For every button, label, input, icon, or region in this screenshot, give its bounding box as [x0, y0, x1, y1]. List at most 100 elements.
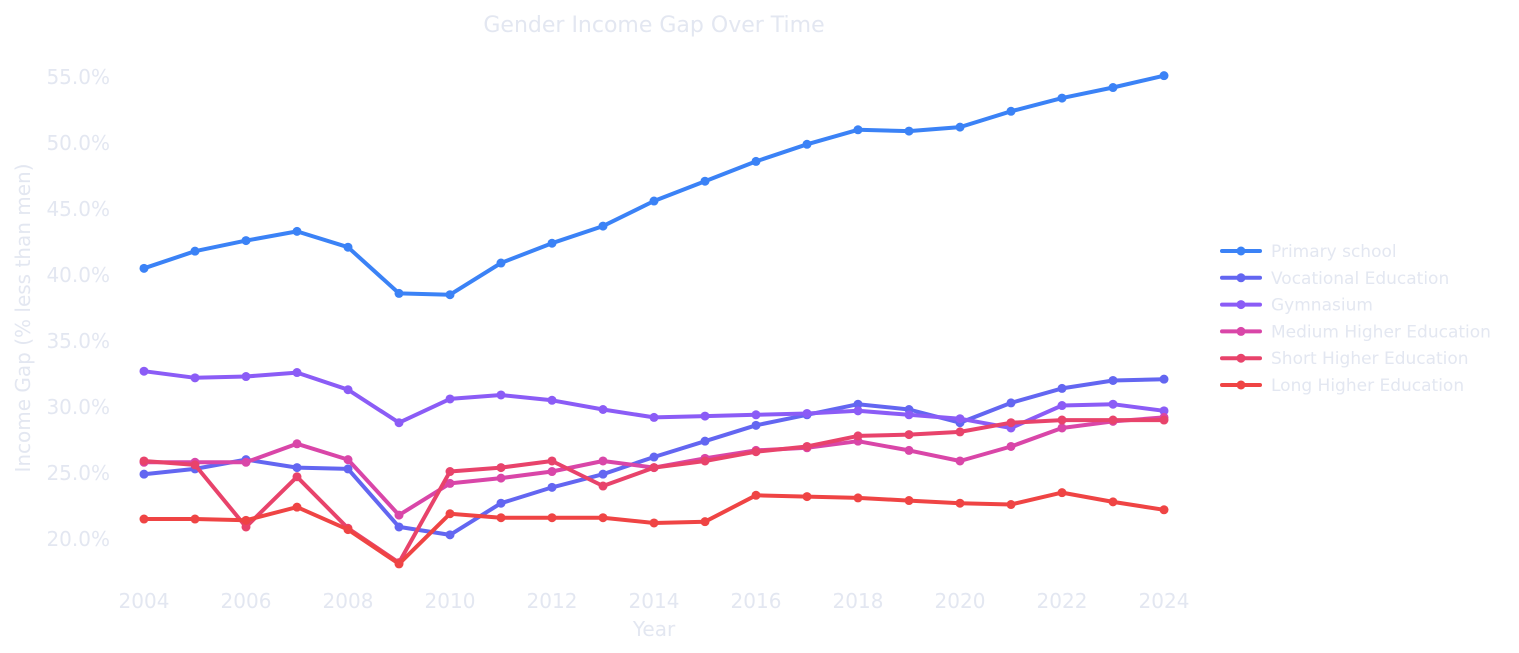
legend-label: Medium Higher Education: [1271, 322, 1491, 342]
data-point: [1159, 505, 1169, 515]
y-tick-label: 25.0%: [46, 461, 110, 485]
data-point: [700, 176, 710, 186]
data-point: [853, 125, 863, 135]
x-tick-label: 2016: [731, 589, 782, 613]
series-primary-school: [139, 71, 1169, 300]
legend-marker: [1236, 273, 1246, 283]
data-point: [853, 431, 863, 441]
data-point: [649, 463, 659, 473]
data-point: [445, 394, 455, 404]
series-short-higher-education: [139, 415, 1169, 568]
data-point: [598, 221, 608, 231]
data-point: [904, 430, 914, 440]
data-point: [649, 196, 659, 206]
data-point: [649, 452, 659, 462]
data-point: [190, 246, 200, 256]
data-point: [751, 490, 761, 500]
data-point: [1108, 83, 1118, 93]
legend-label: Long Higher Education: [1271, 376, 1464, 396]
data-point: [241, 236, 251, 246]
data-point: [394, 288, 404, 298]
data-point: [1108, 399, 1118, 409]
data-point: [1057, 401, 1067, 411]
data-point: [700, 456, 710, 466]
data-point: [1006, 500, 1016, 510]
y-axis-title: Income Gap (% less than men): [11, 163, 35, 472]
y-tick-label: 50.0%: [46, 131, 110, 155]
data-point: [598, 513, 608, 523]
legend-item: Vocational Education: [1220, 269, 1449, 289]
x-tick-label: 2014: [629, 589, 680, 613]
data-point: [343, 385, 353, 395]
data-point: [751, 420, 761, 430]
data-point: [1108, 375, 1118, 385]
data-point: [292, 502, 302, 512]
data-point: [955, 456, 965, 466]
data-point: [1057, 415, 1067, 425]
data-point: [853, 399, 863, 409]
x-axis-title: Year: [632, 617, 676, 641]
data-point: [1108, 415, 1118, 425]
data-point: [700, 411, 710, 421]
data-point: [1159, 415, 1169, 425]
data-point: [802, 408, 812, 418]
x-tick-label: 2020: [935, 589, 986, 613]
legend-marker: [1236, 353, 1246, 363]
data-point: [751, 410, 761, 420]
data-point: [1057, 488, 1067, 498]
data-point: [292, 226, 302, 236]
data-point: [241, 522, 251, 532]
legend-label: Short Higher Education: [1271, 349, 1469, 369]
x-tick-label: 2010: [425, 589, 476, 613]
x-tick-label: 2004: [119, 589, 170, 613]
legend-item: Gymnasium: [1220, 296, 1373, 316]
y-tick-label: 30.0%: [46, 395, 110, 419]
data-point: [700, 517, 710, 527]
data-point: [445, 467, 455, 477]
series-long-higher-education: [139, 488, 1169, 569]
data-point: [955, 498, 965, 508]
data-point: [547, 467, 557, 477]
data-point: [241, 515, 251, 525]
data-point: [139, 263, 149, 273]
data-point: [853, 493, 863, 503]
data-point: [292, 472, 302, 482]
series-layer: [139, 71, 1169, 569]
data-point: [445, 478, 455, 488]
data-point: [1057, 383, 1067, 393]
data-point: [394, 418, 404, 428]
legend-marker: [1236, 246, 1246, 256]
legend-item: Medium Higher Education: [1220, 322, 1491, 342]
data-point: [598, 481, 608, 491]
data-point: [496, 473, 506, 483]
data-point: [139, 456, 149, 466]
data-point: [853, 406, 863, 416]
x-tick-label: 2024: [1139, 589, 1190, 613]
data-point: [955, 414, 965, 424]
data-point: [547, 456, 557, 466]
x-tick-label: 2008: [323, 589, 374, 613]
data-point: [802, 492, 812, 502]
data-point: [190, 373, 200, 383]
y-tick-label: 20.0%: [46, 527, 110, 551]
data-point: [190, 514, 200, 524]
data-point: [598, 469, 608, 479]
y-axis-ticks: 20.0% 25.0% 30.0% 35.0% 40.0% 45.0% 50.0% 55.0%: [46, 65, 110, 551]
data-point: [343, 455, 353, 465]
data-point: [751, 156, 761, 166]
data-point: [343, 525, 353, 535]
chart-title: Gender Income Gap Over Time: [483, 13, 824, 38]
data-point: [1108, 497, 1118, 507]
data-point: [802, 139, 812, 149]
data-point: [547, 513, 557, 523]
data-point: [292, 368, 302, 378]
legend-marker: [1236, 380, 1246, 390]
data-point: [904, 126, 914, 136]
data-point: [598, 456, 608, 466]
y-tick-label: 35.0%: [46, 329, 110, 353]
x-tick-label: 2006: [221, 589, 272, 613]
legend-item: Long Higher Education: [1220, 376, 1464, 396]
data-point: [496, 498, 506, 508]
legend: Primary school Vocational Education Gymnas…: [1220, 242, 1491, 396]
data-point: [343, 242, 353, 252]
